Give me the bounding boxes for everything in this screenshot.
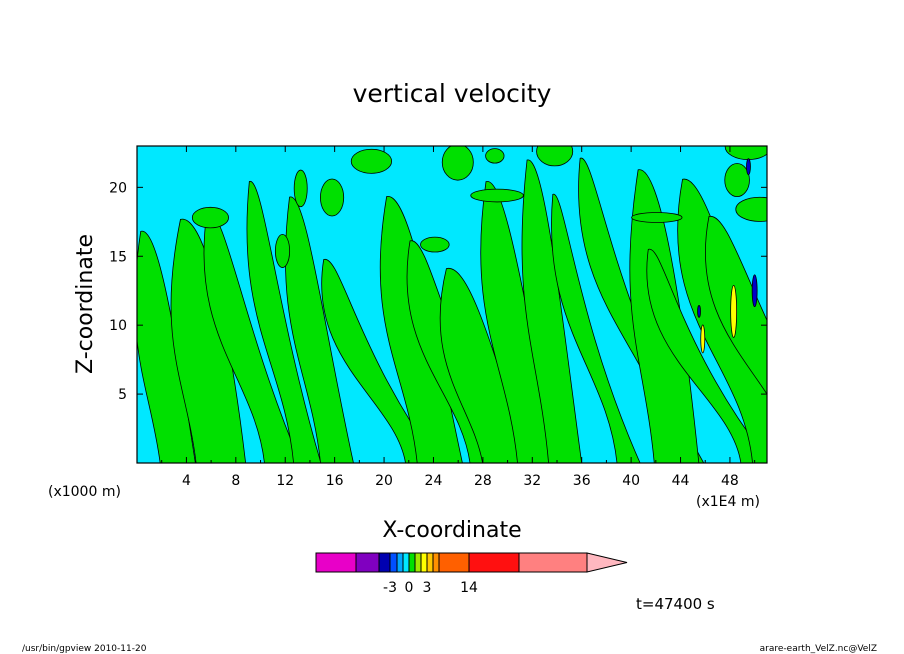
velocity-cell-0 — [293, 169, 308, 208]
strong-cell-0 — [751, 274, 758, 308]
colorbar: -3 0 3 14 — [315, 552, 628, 596]
colorbar-box-0 — [315, 552, 357, 573]
velocity-cell-4 — [735, 196, 767, 222]
chart-title: vertical velocity — [353, 79, 552, 108]
velocity-cell-9 — [724, 146, 767, 160]
x-tick-label-8: 36 — [573, 473, 591, 489]
updraft-core-1 — [700, 324, 706, 354]
velocity-cell-13 — [724, 163, 750, 198]
footer-left: /usr/bin/gpview 2010-11-20 — [22, 644, 147, 654]
y-axis: 5 10 15 20 — [109, 180, 767, 403]
x-tick-label-3: 16 — [326, 473, 344, 489]
colorbar-box-7 — [414, 552, 422, 573]
colorbar-box-2 — [378, 552, 391, 573]
velocity-band-5 — [321, 259, 440, 463]
time-label: t=47400 s — [636, 595, 715, 613]
colorbar-box-8 — [420, 552, 428, 573]
plot-frame — [136, 145, 768, 464]
velocity-cell-8 — [470, 188, 524, 203]
colorbar-box-3 — [389, 552, 398, 573]
x-unit-left: (x1000 m) — [48, 484, 121, 500]
y-tick-label-0: 5 — [118, 387, 127, 403]
x-axis: 4 8 12 16 20 24 28 32 36 40 44 48 — [161, 146, 756, 489]
x-axis-label: X-coordinate — [382, 518, 521, 543]
velocity-cell-1 — [631, 212, 683, 223]
velocity-band-4 — [284, 196, 354, 463]
x-tick-label-11: 48 — [721, 473, 739, 489]
strong-cell-2 — [697, 304, 701, 318]
y-tick-label-3: 20 — [109, 180, 127, 196]
colorbar-box-1 — [355, 552, 380, 573]
colorbar-box-12 — [468, 552, 520, 573]
velocity-band-10 — [521, 159, 583, 463]
velocity-band-3 — [246, 181, 322, 463]
x-tick-label-0: 4 — [182, 473, 191, 489]
colorbar-label-3: 14 — [460, 580, 478, 596]
colorbar-box-5 — [402, 552, 410, 573]
colorbar-box-11 — [438, 552, 470, 573]
velocity-cell-10 — [350, 148, 393, 174]
x-tick-label-7: 32 — [523, 473, 541, 489]
colorbar-box-13 — [518, 552, 588, 573]
colorbar-box-10 — [432, 552, 440, 573]
x-tick-label-1: 8 — [231, 473, 240, 489]
y-tick-label-1: 10 — [109, 318, 127, 334]
y-tick-label-2: 15 — [109, 249, 127, 265]
x-tick-label-6: 28 — [474, 473, 492, 489]
colorbar-label-0: -3 — [383, 580, 397, 596]
plot-area — [137, 146, 767, 463]
velocity-cell-11 — [320, 178, 345, 217]
colorbar-box-4 — [396, 552, 404, 573]
velocity-band-14 — [646, 248, 767, 463]
x-tick-label-10: 44 — [672, 473, 690, 489]
colorbar-label-1: 0 — [405, 580, 414, 596]
velocity-cell-7 — [420, 236, 450, 253]
velocity-cell-6 — [191, 206, 229, 229]
velocity-band-11 — [551, 193, 641, 463]
velocity-cell-5 — [274, 233, 291, 268]
velocity-cell-3 — [441, 146, 474, 181]
x-tick-label-5: 24 — [425, 473, 443, 489]
x-tick-label-2: 12 — [276, 473, 294, 489]
y-axis-label: Z-coordinate — [73, 234, 98, 374]
colorbar-box-9 — [426, 552, 434, 573]
footer-right: arare-earth_VelZ.nc@VelZ — [760, 644, 877, 654]
colorbar-arrow — [586, 552, 628, 573]
colorbar-label-2: 3 — [423, 580, 432, 596]
velocity-cell-2 — [536, 146, 574, 167]
velocity-bands — [137, 146, 767, 463]
updraft-core-0 — [730, 284, 738, 338]
colorbar-box-6 — [408, 552, 416, 573]
x-tick-label-4: 20 — [375, 473, 393, 489]
strong-cell-1 — [746, 158, 751, 176]
x-unit-right: (x1E4 m) — [696, 494, 760, 510]
velocity-cell-12 — [485, 148, 505, 164]
x-tick-label-9: 40 — [622, 473, 640, 489]
